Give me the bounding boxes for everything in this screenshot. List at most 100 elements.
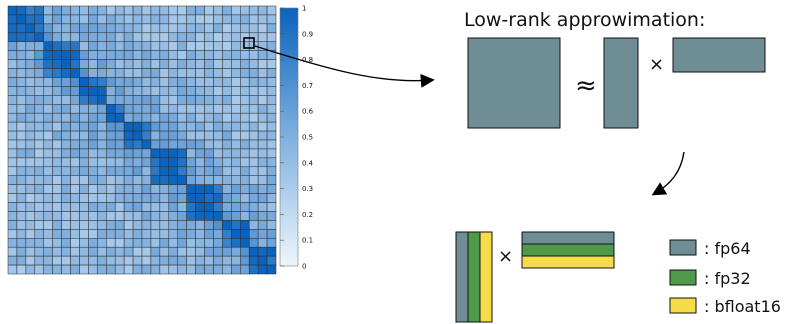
heatmap-cell — [79, 32, 89, 42]
heatmap-cell — [114, 264, 125, 275]
heatmap-cell — [97, 32, 107, 42]
heatmap-cell — [7, 104, 18, 114]
heatmap-cell — [231, 32, 241, 42]
heatmap-cell — [257, 23, 268, 34]
heatmap-cell — [266, 5, 277, 16]
heatmap-cell — [257, 229, 268, 239]
legend-label-fp32: : fp32 — [704, 269, 751, 288]
heatmap-cell — [79, 104, 89, 114]
heatmap-cell — [231, 166, 241, 176]
heatmap-cell — [186, 5, 196, 16]
heatmap-cell — [186, 184, 196, 194]
heatmap-cell — [114, 77, 125, 87]
heatmap-cell — [257, 50, 268, 60]
heatmap-cell — [61, 148, 71, 159]
heatmap-cell — [16, 264, 27, 275]
heatmap-cell — [7, 121, 18, 132]
heatmap-cell — [52, 112, 62, 123]
heatmap-cell — [7, 246, 18, 257]
heatmap-cell — [204, 202, 214, 212]
heatmap-cell — [70, 148, 80, 159]
heatmap-cell — [70, 23, 80, 34]
heatmap-cell — [257, 264, 268, 275]
heatmap-cell — [70, 77, 80, 87]
heatmap-cell — [79, 193, 89, 203]
heatmap-cell — [213, 157, 223, 168]
heatmap-cell — [79, 148, 89, 159]
heatmap-cell — [70, 130, 80, 141]
heatmap-cell — [114, 14, 125, 25]
heatmap-cell — [222, 95, 232, 105]
heatmap-cell — [257, 86, 268, 96]
heatmap-cell — [213, 148, 223, 159]
heatmap-cell — [240, 255, 250, 266]
heatmap-cell — [141, 246, 152, 257]
heatmap-cell — [114, 148, 125, 159]
heatmap-cell — [70, 104, 80, 114]
heatmap-cell — [186, 238, 196, 248]
heatmap-cell — [204, 5, 214, 16]
heatmap-cell — [43, 14, 53, 25]
heatmap-cell — [177, 157, 187, 168]
heatmap-cell — [213, 41, 223, 51]
heatmap-cell — [222, 68, 232, 78]
heatmap-cell — [79, 184, 89, 194]
heatmap-cell — [88, 59, 98, 69]
heatmap-cell — [177, 86, 187, 96]
heatmap-cell — [204, 246, 214, 257]
heatmap-cell — [79, 211, 89, 221]
heatmap-cell — [70, 211, 80, 221]
heatmap-cell — [248, 77, 259, 87]
heatmap-cell — [204, 139, 214, 150]
heatmap-cell — [97, 175, 107, 185]
heatmap-cell — [222, 41, 232, 51]
heatmap-cell — [97, 238, 107, 248]
heatmap-cell — [248, 157, 259, 168]
heatmap-cell — [168, 86, 178, 96]
left-column-bfloat16 — [479, 231, 493, 323]
precision-legend: : fp64 : fp32 : bfloat16 — [669, 239, 781, 316]
heatmap-cell — [52, 193, 62, 203]
heatmap-cell — [43, 229, 53, 239]
heatmap-cell — [88, 166, 98, 176]
heatmap-cell — [186, 59, 196, 69]
heatmap-cell — [257, 95, 268, 105]
heatmap-cell — [132, 139, 143, 150]
heatmap-cell — [43, 246, 53, 257]
heatmap-cell — [150, 264, 161, 275]
heatmap-cell — [168, 130, 178, 141]
heatmap-cell — [123, 229, 134, 239]
heatmap-cell — [159, 202, 170, 212]
heatmap-cell — [204, 193, 214, 203]
heatmap-cell — [7, 229, 18, 239]
heatmap-cell — [150, 246, 161, 257]
colorbar-tick-label: 0.1 — [302, 237, 313, 245]
heatmap-cell — [34, 77, 44, 87]
heatmap-cell — [204, 95, 214, 105]
heatmap-cell — [248, 264, 259, 275]
heatmap-cell — [213, 184, 223, 194]
heatmap-cell — [186, 130, 196, 141]
heatmap-cell — [61, 23, 71, 34]
heatmap-cell — [177, 220, 187, 230]
heatmap-cell — [114, 5, 125, 16]
heatmap-cell — [52, 130, 62, 141]
heatmap-cell — [266, 77, 277, 87]
right-row-fp32 — [521, 243, 615, 257]
heatmap-cell — [52, 220, 62, 230]
heatmap-cell — [204, 41, 214, 51]
heatmap-cell — [141, 68, 152, 78]
heatmap-cell — [106, 184, 116, 194]
heatmap-cell — [7, 139, 18, 150]
heatmap-cell — [159, 32, 170, 42]
heatmap-cell — [88, 139, 98, 150]
heatmap-cell — [231, 255, 241, 266]
heatmap-cell — [159, 104, 170, 114]
heatmap-cell — [168, 166, 178, 176]
heatmap-cell — [141, 211, 152, 221]
heatmap-cell — [222, 220, 232, 230]
heatmap-cell — [106, 246, 116, 257]
heatmap-cell — [195, 175, 205, 185]
heatmap-cell — [231, 112, 241, 123]
heatmap-cell — [61, 139, 71, 150]
